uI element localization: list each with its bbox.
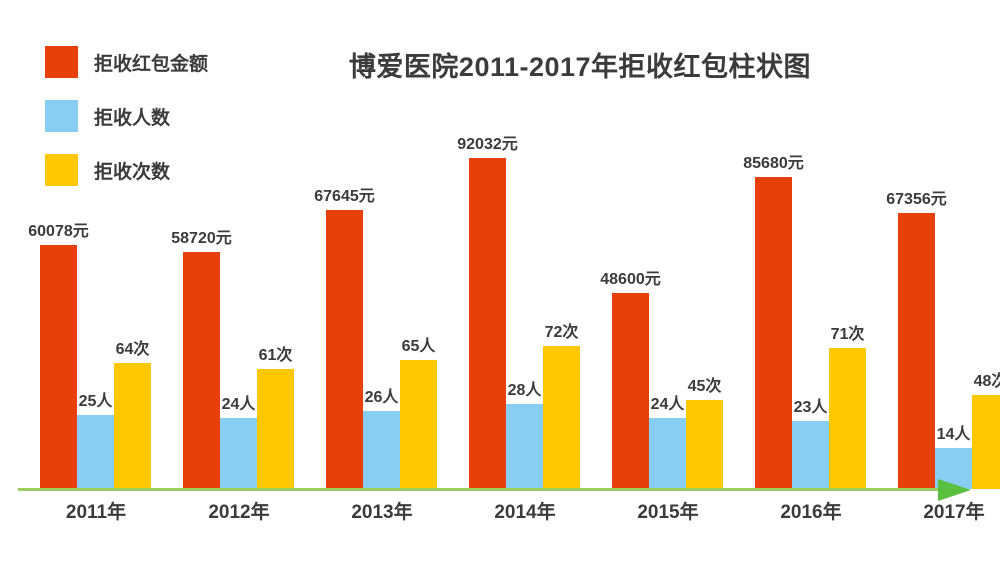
bar-group-bars: 58720元 24人 61次 (171, 149, 294, 489)
bar-rect-amount[interactable] (755, 177, 792, 489)
bar-rect-people[interactable] (77, 415, 114, 489)
bar-amount[interactable]: 58720元 (171, 149, 232, 489)
bar-rect-times[interactable] (543, 346, 580, 489)
bar-amount[interactable]: 48600元 (600, 149, 661, 489)
bar-value-label-people: 28人 (507, 382, 542, 399)
bar-rect-people[interactable] (363, 411, 400, 489)
bar-times[interactable]: 64次 (114, 149, 151, 489)
bar-rect-people[interactable] (220, 418, 257, 489)
bar-people[interactable]: 25人 (77, 149, 114, 489)
bar-value-label-people: 14人 (936, 426, 971, 443)
x-axis-tick-label: 2016年 (780, 502, 842, 523)
bar-amount[interactable]: 67356元 (886, 149, 947, 489)
bar-value-label-amount: 85680元 (743, 155, 804, 172)
bar-rect-amount[interactable] (40, 245, 77, 489)
x-axis-tick-label: 2013年 (351, 502, 413, 523)
bar-people[interactable]: 23人 (792, 149, 829, 489)
bar-value-label-times: 48次 (973, 373, 1000, 390)
bar-rect-times[interactable] (686, 400, 723, 489)
bar-value-label-times: 61次 (258, 347, 293, 364)
x-axis-arrow-icon (938, 479, 971, 501)
bar-rect-times[interactable] (829, 348, 866, 489)
bar-people[interactable]: 28人 (506, 149, 543, 489)
bar-rect-amount[interactable] (469, 158, 506, 489)
bar-value-label-people: 26人 (364, 389, 399, 406)
legend-swatch-times (45, 154, 78, 186)
bar-value-label-amount: 67356元 (886, 191, 947, 208)
x-axis-line (18, 488, 943, 491)
bar-times[interactable]: 48次 (972, 149, 1000, 489)
legend-item-times[interactable]: 拒收次数 (45, 154, 208, 186)
bar-group-bars: 67356元 14人 48次 (886, 149, 1000, 489)
x-axis-tick-label: 2011年 (65, 502, 127, 523)
bar-value-label-people: 24人 (221, 396, 256, 413)
legend-label-times: 拒收次数 (94, 161, 171, 183)
bar-amount[interactable]: 67645元 (314, 149, 375, 489)
bar-amount[interactable]: 92032元 (457, 136, 518, 489)
bar-value-label-amount: 60078元 (28, 223, 89, 240)
bar-rect-amount[interactable] (183, 252, 220, 489)
bar-people[interactable]: 26人 (363, 149, 400, 489)
bar-rect-times[interactable] (400, 360, 437, 489)
bar-times[interactable]: 65人 (400, 149, 437, 489)
x-axis-tick-label: 2012年 (208, 502, 270, 523)
bar-rect-people[interactable] (649, 418, 686, 489)
bar-rect-people[interactable] (792, 421, 829, 489)
chart-legend: 拒收红包金额 拒收人数拒收次数 (45, 46, 208, 208)
legend-label-amount: 拒收红包金额 (94, 53, 209, 75)
bar-value-label-times: 71次 (830, 326, 865, 343)
bar-group-bars: 85680元 23人 71次 (743, 149, 866, 489)
bar-group-bars: 60078元 25人 64次 (28, 149, 151, 489)
bar-group-bars: 48600元 24人 45次 (600, 149, 723, 489)
bar-times[interactable]: 72次 (543, 149, 580, 489)
bar-group-bars: 67645元 26人 65人 (314, 149, 437, 489)
bar-value-label-times: 64次 (115, 341, 150, 358)
bar-value-label-times: 65人 (401, 338, 436, 355)
bar-value-label-people: 25人 (78, 393, 113, 410)
bar-value-label-amount: 58720元 (171, 230, 232, 247)
bar-people[interactable]: 24人 (649, 149, 686, 489)
x-axis-tick-label: 2015年 (637, 502, 699, 523)
bar-people[interactable]: 24人 (220, 149, 257, 489)
bar-times[interactable]: 61次 (257, 149, 294, 489)
legend-swatch-people (45, 100, 78, 132)
bar-times[interactable]: 71次 (829, 149, 866, 489)
bar-people[interactable]: 14人 (935, 149, 972, 489)
bar-amount[interactable]: 60078元 (28, 149, 89, 489)
bar-value-label-people: 24人 (650, 396, 685, 413)
bar-value-label-amount: 67645元 (314, 188, 375, 205)
x-axis-tick-label: 2014年 (494, 502, 556, 523)
bar-group-bars: 92032元 28人 72次 (457, 136, 580, 489)
legend-swatch-amount (45, 46, 78, 78)
page-title: 博爱医院2011-2017年拒收红包柱状图 (348, 52, 812, 82)
bar-times[interactable]: 45次 (686, 149, 723, 489)
bar-value-label-amount: 48600元 (600, 271, 661, 288)
x-axis-tick-label: 2017年 (923, 502, 985, 523)
bar-rect-amount[interactable] (326, 210, 363, 489)
legend-item-people[interactable]: 拒收人数 (45, 100, 208, 132)
bar-value-label-times: 72次 (544, 324, 579, 341)
bar-value-label-times: 45次 (687, 378, 722, 395)
bar-rect-times[interactable] (114, 363, 151, 489)
legend-label-people: 拒收人数 (94, 107, 171, 129)
bar-rect-people[interactable] (506, 404, 543, 489)
legend-item-amount[interactable]: 拒收红包金额 (45, 46, 208, 78)
bar-amount[interactable]: 85680元 (743, 149, 804, 489)
bar-rect-amount[interactable] (898, 213, 935, 489)
bar-rect-times[interactable] (257, 369, 294, 489)
bar-value-label-people: 23人 (793, 399, 828, 416)
bar-rect-times[interactable] (972, 395, 1000, 489)
bar-rect-amount[interactable] (612, 293, 649, 489)
bar-value-label-amount: 92032元 (457, 136, 518, 153)
